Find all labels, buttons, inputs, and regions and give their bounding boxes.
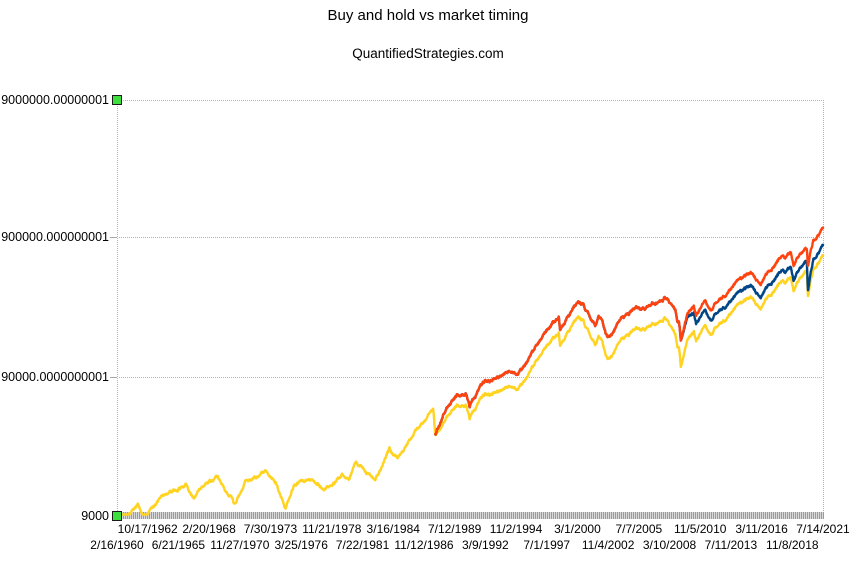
x-axis-label[interactable]: 11/21/1978 xyxy=(302,522,362,536)
x-axis-label[interactable]: 7/12/1989 xyxy=(427,522,482,536)
x-axis-labels-row1: 10/17/1962 2/20/1968 7/30/1973 11/21/1978 3/… xyxy=(0,522,856,537)
x-axis-label[interactable]: 7/11/2013 xyxy=(704,538,758,552)
y-axis-label[interactable]: 900000.000000001 xyxy=(1,230,109,244)
x-axis-label[interactable]: 2/16/1960 xyxy=(90,538,144,552)
gridline-90k xyxy=(117,377,824,378)
y-axis-tick xyxy=(110,377,117,378)
x-axis-label[interactable]: 7/14/2021 xyxy=(796,522,850,536)
x-axis-label[interactable]: 3/10/2008 xyxy=(642,538,697,552)
series-line-buy-and-hold[interactable] xyxy=(115,254,825,516)
x-axis-line[interactable] xyxy=(117,512,824,519)
x-axis-label[interactable]: 2/20/1968 xyxy=(182,522,236,536)
x-axis-label[interactable]: 3/1/2000 xyxy=(554,522,601,536)
x-axis-label[interactable]: 7/1/1997 xyxy=(523,538,571,552)
x-axis-label[interactable]: 11/8/2018 xyxy=(766,538,819,552)
plot-right-border xyxy=(823,100,824,517)
y-axis-label[interactable]: 90000.0000000001 xyxy=(1,370,109,384)
x-axis-labels-row2: 2/16/1960 6/21/1965 11/27/1970 3/25/1976 7/2… xyxy=(0,538,856,553)
x-axis-label[interactable]: 11/5/2010 xyxy=(673,522,727,536)
x-axis-label[interactable]: 6/21/1965 xyxy=(151,538,206,552)
y-axis-tick xyxy=(110,237,117,238)
x-axis-label[interactable]: 7/22/1981 xyxy=(335,538,390,552)
x-axis-label[interactable]: 11/12/1986 xyxy=(394,538,454,552)
y-axis-label[interactable]: 9000 xyxy=(81,509,109,523)
chart-subtitle[interactable]: QuantifiedStrategies.com xyxy=(352,46,504,61)
y-axis-label[interactable]: 9000000.00000001 xyxy=(1,93,109,107)
x-axis-label[interactable]: 11/2/1994 xyxy=(489,522,543,536)
x-axis-label[interactable]: 10/17/1962 xyxy=(117,522,178,536)
x-axis-label[interactable]: 3/9/1992 xyxy=(461,538,509,552)
selection-handle-bottom[interactable] xyxy=(112,511,122,521)
x-axis-label[interactable]: 7/7/2005 xyxy=(615,522,663,536)
y-axis-line[interactable] xyxy=(117,100,118,517)
gridline-top xyxy=(117,100,824,101)
gridline-900k xyxy=(117,237,824,238)
series-line-timing-strategy-a[interactable] xyxy=(434,226,825,436)
selection-handle-top[interactable] xyxy=(112,95,122,105)
x-axis-label[interactable]: 3/11/2016 xyxy=(735,522,788,536)
x-axis-label[interactable]: 3/25/1976 xyxy=(274,538,328,552)
x-axis-label[interactable]: 3/16/1984 xyxy=(366,522,420,536)
x-axis-label[interactable]: 11/4/2002 xyxy=(581,538,635,552)
chart-title[interactable]: Buy and hold vs market timing xyxy=(327,7,529,24)
x-axis-label[interactable]: 7/30/1973 xyxy=(243,522,298,536)
x-axis-label[interactable]: 11/27/1970 xyxy=(210,538,270,552)
